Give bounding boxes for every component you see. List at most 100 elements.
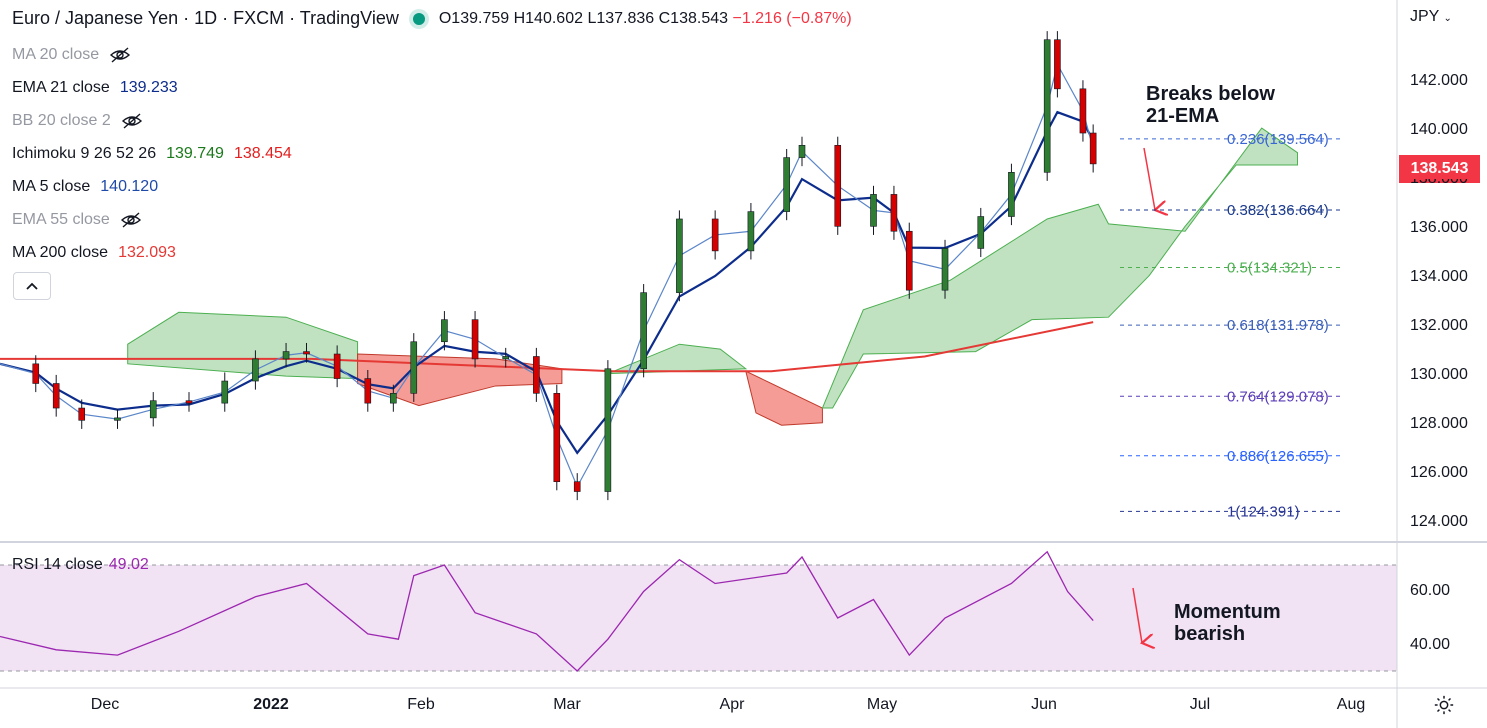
legend-value: 140.120	[100, 178, 159, 195]
hidden-eye-icon[interactable]	[121, 112, 143, 129]
time-tick: May	[866, 696, 898, 713]
price-tick: 142.000	[1410, 72, 1468, 89]
candle-up	[941, 248, 949, 291]
legend-value: 132.093	[118, 244, 176, 261]
candle-up	[502, 356, 510, 360]
ma200-line	[0, 321, 1094, 373]
breakdown-arrow	[1143, 147, 1155, 210]
rsi-tick: 40.00	[1410, 636, 1451, 653]
legend-ema55[interactable]: EMA 55 close	[12, 203, 292, 236]
currency-selector[interactable]: JPY ⌄	[1410, 8, 1452, 26]
candle-up	[114, 417, 121, 421]
candle-down	[533, 356, 540, 394]
collapse-legend-button[interactable]	[13, 272, 51, 300]
rsi-band	[0, 565, 1397, 671]
fib-level-label: 0.5(134.321)	[1227, 260, 1312, 277]
legend-label: EMA 55 close	[12, 211, 110, 228]
symbol-title[interactable]: Euro / Japanese Yen · 1D · FXCM · Tradin…	[12, 8, 399, 28]
candle-up	[441, 319, 448, 343]
rsi-line	[0, 550, 1094, 672]
hidden-eye-icon[interactable]	[120, 211, 142, 228]
time-tick: Mar	[553, 696, 581, 713]
cloud-bullish	[607, 343, 748, 375]
candle-down	[1054, 39, 1061, 90]
price-tick: 128.000	[1410, 415, 1468, 432]
fib-level-label: 0.764(129.078)	[1227, 388, 1329, 405]
chevron-down-icon: ⌄	[1443, 13, 1452, 24]
legend-bb20[interactable]: BB 20 close 2	[12, 104, 292, 137]
hidden-eye-icon[interactable]	[109, 46, 131, 63]
fib-level-label: 0.886(126.655)	[1227, 448, 1329, 465]
fib-level-label: 0.382(136.664)	[1227, 202, 1329, 219]
price-tick: 140.000	[1410, 121, 1468, 138]
time-tick: 2022	[253, 696, 289, 713]
candle-up	[390, 393, 397, 404]
legend-label: MA 20 close	[12, 46, 100, 63]
open-value: O139.759	[438, 9, 510, 27]
ohlc-readout: O139.759 H140.602 L137.836 C138.543 −1.2…	[439, 10, 852, 28]
legend-label: BB 20 close 2	[12, 112, 111, 129]
rsi-value: 49.02	[108, 556, 149, 573]
chevron-up-icon	[26, 282, 38, 290]
annotation-momentum: Momentum bearish	[1174, 601, 1281, 645]
candle-down	[303, 351, 310, 355]
cloud-bearish	[745, 370, 823, 426]
gear-icon[interactable]	[1433, 694, 1455, 716]
candle-up	[410, 341, 418, 394]
candle-up	[252, 358, 259, 382]
price-tick: 124.000	[1410, 513, 1468, 530]
candle-down	[333, 353, 341, 379]
candle-up	[676, 218, 683, 293]
candle-up	[1043, 39, 1051, 173]
candle-down	[553, 393, 561, 483]
rsi-legend[interactable]: RSI 14 close 49.02	[12, 556, 149, 574]
fib-level-label: 0.618(131.978)	[1227, 317, 1329, 334]
price-tick: 138.000	[1410, 179, 1468, 188]
legend-ma5[interactable]: MA 5 close 140.120	[12, 170, 292, 203]
candle-up	[282, 351, 290, 360]
candle-up	[149, 400, 157, 419]
indicator-legend: MA 20 close EMA 21 close 139.233 BB 20 c…	[12, 38, 292, 269]
last-price-tag: 138.543	[1399, 155, 1480, 183]
candle-up	[1008, 172, 1015, 217]
candle-up	[870, 194, 877, 227]
legend-label: MA 5 close	[12, 178, 91, 195]
candle-up	[977, 216, 985, 249]
price-tick: 132.000	[1410, 317, 1468, 334]
legend-value-2: 138.454	[233, 145, 292, 162]
time-tick: Jul	[1189, 696, 1211, 713]
legend-ma20[interactable]: MA 20 close	[12, 38, 292, 71]
legend-label: EMA 21 close	[12, 79, 110, 96]
price-tick: 136.000	[1410, 219, 1468, 236]
legend-ema21[interactable]: EMA 21 close 139.233	[12, 71, 292, 104]
annotation-line: Momentum	[1174, 601, 1281, 623]
rsi-tick: 60.00	[1410, 582, 1451, 599]
candle-down	[1079, 88, 1087, 134]
legend-label: MA 200 close	[12, 244, 109, 261]
currency-label: JPY	[1410, 8, 1440, 25]
candle-down	[364, 378, 372, 404]
time-tick: Feb	[407, 696, 435, 713]
annotation-breaks-ema: Breaks below 21-EMA	[1146, 83, 1275, 127]
rsi-label: RSI 14 close	[12, 556, 103, 573]
market-open-dot-icon	[412, 12, 425, 25]
time-tick: Apr	[719, 696, 745, 713]
price-tick: 134.000	[1410, 268, 1468, 285]
legend-ichimoku[interactable]: Ichimoku 9 26 52 26 139.749 138.454	[12, 137, 292, 170]
change-value: −1.216 (−0.87%)	[732, 9, 852, 27]
close-value: C138.543	[658, 9, 729, 27]
annotation-line: 21-EMA	[1146, 105, 1220, 127]
time-tick: Jun	[1031, 696, 1057, 713]
legend-ma200[interactable]: MA 200 close 132.093	[12, 236, 292, 269]
candle-up	[798, 145, 806, 158]
candle-down	[711, 218, 719, 252]
candle-up	[640, 292, 647, 370]
annotation-line: bearish	[1174, 623, 1246, 645]
legend-label: Ichimoku 9 26 52 26	[12, 145, 157, 162]
candle-down	[905, 230, 913, 291]
candle-down	[890, 194, 898, 232]
cloud-bullish	[127, 311, 359, 380]
price-tick: 126.000	[1410, 464, 1468, 481]
legend-value: 139.233	[119, 79, 178, 96]
